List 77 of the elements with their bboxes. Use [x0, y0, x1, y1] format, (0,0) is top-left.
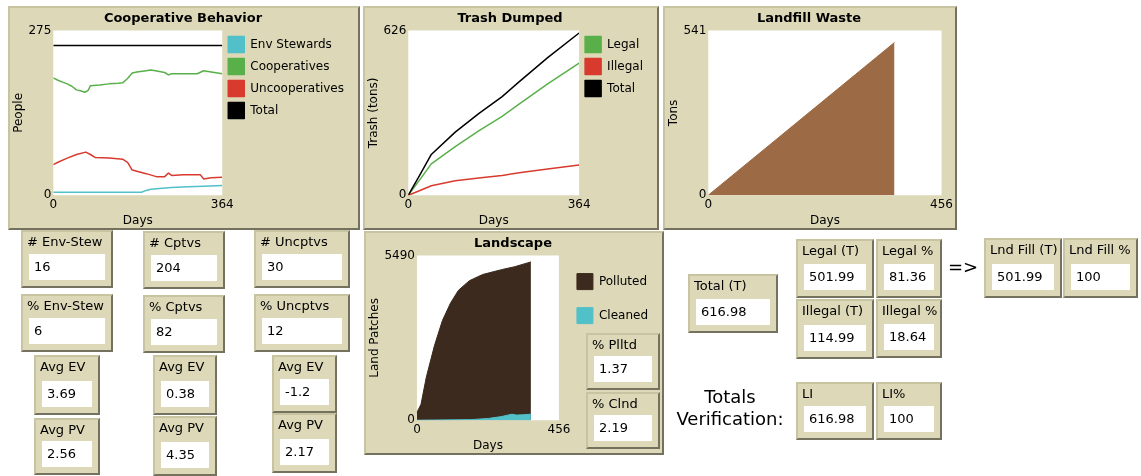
- text: % Clnd: [592, 396, 638, 411]
- text: -1.2: [280, 379, 329, 405]
- y-axis-title: Trash (tons): [366, 77, 381, 150]
- legend-label: Uncooperatives: [250, 80, 344, 95]
- text: Lnd Fill (T): [990, 242, 1058, 257]
- y-axis-title: People: [11, 92, 26, 133]
- x-tick-label: 364: [210, 196, 234, 211]
- text: Avg EV: [40, 359, 86, 374]
- text: Avg PV: [159, 420, 204, 435]
- text: 2.56: [42, 441, 92, 467]
- text: 6: [29, 318, 105, 344]
- text: Illegal %: [882, 303, 938, 318]
- text: LI: [802, 386, 814, 401]
- chart-title: Trash Dumped: [457, 10, 563, 26]
- y-axis-title: Tons: [666, 99, 681, 128]
- chart-title: Landfill Waste: [756, 10, 862, 26]
- text: 616.98: [804, 406, 866, 432]
- text: # Env-Stew: [27, 234, 103, 249]
- y-tick-label: 541: [683, 22, 707, 37]
- text: 30: [262, 254, 342, 280]
- text: Avg EV: [159, 359, 205, 374]
- text: 12: [262, 318, 342, 344]
- text: Total (T): [694, 278, 747, 293]
- legend-label: Total: [249, 102, 279, 117]
- legend-label: Total: [606, 80, 636, 95]
- text: 4.35: [161, 442, 209, 468]
- text: 501.99: [804, 264, 866, 290]
- legend-label: Polluted: [598, 273, 648, 288]
- text: 114.99: [804, 325, 866, 351]
- text: 0.38: [161, 381, 209, 407]
- text: =>: [946, 256, 980, 278]
- text: % Plltd: [592, 337, 637, 352]
- text: 81.36: [884, 264, 934, 290]
- x-axis-title: Days: [809, 212, 840, 227]
- text: 204: [151, 255, 217, 281]
- text: Avg PV: [40, 422, 85, 437]
- text: % Cptvs: [149, 299, 203, 314]
- y-axis-title: Land Patches: [367, 298, 382, 378]
- legend-label: Illegal: [607, 58, 644, 73]
- text: Totals Verification:: [675, 386, 785, 430]
- text: 16: [29, 254, 105, 280]
- text: 100: [1071, 264, 1130, 290]
- text: LI%: [882, 386, 906, 401]
- text: 100: [884, 406, 934, 432]
- y-tick-label: 626: [383, 22, 407, 37]
- text: 2.17: [280, 439, 329, 465]
- text: # Uncptvs: [260, 234, 328, 249]
- text: # Cptvs: [149, 235, 201, 250]
- legend-label: Cooperatives: [250, 58, 330, 73]
- x-tick-label: 364: [567, 196, 591, 211]
- x-axis-title: Days: [122, 212, 153, 227]
- x-tick-label: 456: [930, 196, 953, 211]
- text: 3.69: [42, 381, 92, 407]
- chart-title: Landscape: [474, 235, 553, 251]
- text: Avg EV: [278, 359, 324, 374]
- legend-label: Legal: [607, 36, 640, 51]
- text: Illegal (T): [802, 303, 864, 318]
- legend-label: Cleaned: [598, 307, 649, 322]
- x-axis-title: Days: [472, 437, 503, 452]
- text: Legal %: [882, 243, 934, 258]
- y-tick-label: 275: [28, 22, 52, 37]
- text: % Uncptvs: [260, 298, 330, 313]
- text: Lnd Fill %: [1069, 242, 1131, 257]
- text: 1.37: [594, 356, 652, 382]
- chart-title: Cooperative Behavior: [103, 10, 263, 26]
- x-axis-title: Days: [478, 212, 509, 227]
- text: Avg PV: [278, 417, 323, 432]
- text: 82: [151, 319, 217, 345]
- text: 501.99: [992, 264, 1054, 290]
- text: Legal (T): [802, 243, 860, 258]
- text: 616.98: [696, 299, 770, 325]
- text: 2.19: [594, 415, 652, 441]
- text: 18.64: [884, 324, 934, 350]
- y-tick-label: 5490: [384, 247, 415, 262]
- x-tick-label: 456: [547, 421, 571, 436]
- text: % Env-Stew: [27, 298, 104, 313]
- legend-label: Env Stewards: [250, 36, 332, 51]
